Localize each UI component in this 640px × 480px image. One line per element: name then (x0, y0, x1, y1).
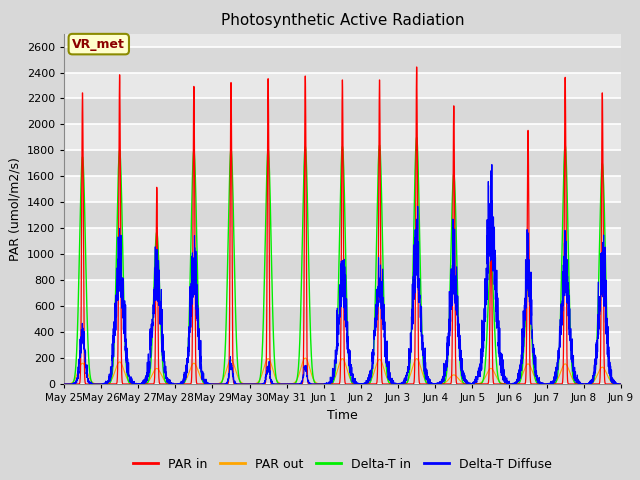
Bar (64, 150, 621, 176)
Bar (64, 202, 621, 228)
Bar (64, 358, 621, 384)
Bar (64, 98, 621, 124)
Bar (64, 254, 621, 280)
X-axis label: Time: Time (327, 408, 358, 421)
Legend: PAR in, PAR out, Delta-T in, Delta-T Diffuse: PAR in, PAR out, Delta-T in, Delta-T Dif… (129, 453, 556, 476)
Bar (64, 47, 621, 72)
Y-axis label: PAR (umol/m2/s): PAR (umol/m2/s) (8, 157, 21, 261)
Bar (64, 306, 621, 332)
Title: Photosynthetic Active Radiation: Photosynthetic Active Radiation (221, 13, 464, 28)
Text: VR_met: VR_met (72, 37, 125, 50)
